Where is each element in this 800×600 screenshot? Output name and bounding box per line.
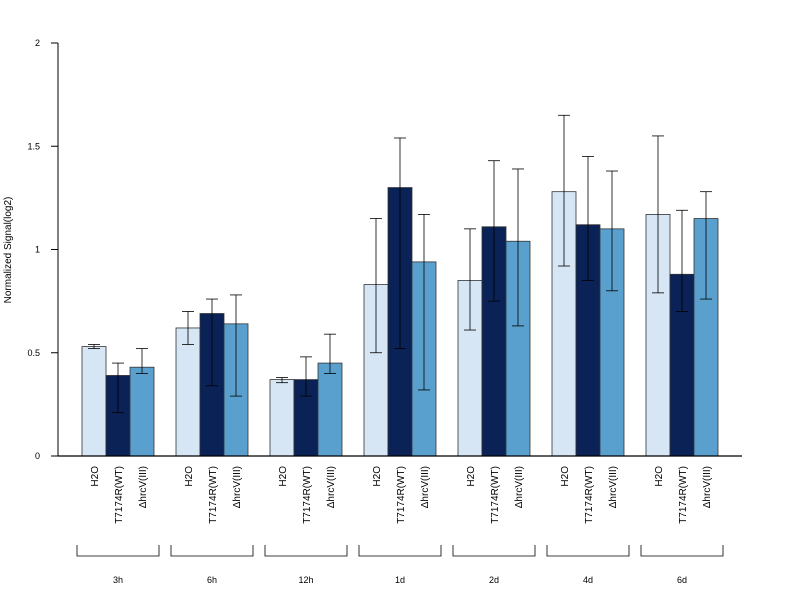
series-tick-label: H2O <box>90 466 101 487</box>
bar <box>175 327 201 457</box>
series-tick-label: T7174R(WT) <box>302 466 313 524</box>
series-tick-label: T7174R(WT) <box>396 466 407 524</box>
group-bracket <box>640 545 724 557</box>
group-label: 12h <box>298 575 313 585</box>
group-bracket <box>264 545 348 557</box>
y-tick-label: 1.5 <box>27 141 40 151</box>
y-axis-label: Normalized Signal(log2) <box>3 197 14 304</box>
group-labels: 3h 6h 12h 1d 2d 4d 6d <box>76 545 724 585</box>
group-label: 6h <box>207 575 217 585</box>
bar <box>129 366 155 457</box>
series-tick-label: H2O <box>278 466 289 487</box>
group-label: 1d <box>395 575 405 585</box>
group-label: 3h <box>113 575 123 585</box>
series-tick-label: ΔhrcV(III) <box>702 466 713 508</box>
series-tick-label: ΔhrcV(III) <box>232 466 243 508</box>
series-tick-label: H2O <box>560 466 571 487</box>
series-tick-label: T7174R(WT) <box>678 466 689 524</box>
series-tick-label: ΔhrcV(III) <box>138 466 149 508</box>
bar <box>317 362 343 457</box>
series-tick-label: H2O <box>372 466 383 487</box>
group-bracket <box>546 545 630 557</box>
bar <box>269 379 295 457</box>
y-tick-label: 1 <box>35 245 40 255</box>
series-tick-label: ΔhrcV(III) <box>326 466 337 508</box>
series-tick-label: T7174R(WT) <box>490 466 501 524</box>
error-bars <box>88 114 712 414</box>
group-label: 6d <box>677 575 687 585</box>
bar <box>81 346 107 457</box>
category-labels: H2O T7174R(WT) ΔhrcV(III) H2O T7174R(WT) Δhrc… <box>90 466 713 524</box>
series-tick-label: H2O <box>466 466 477 487</box>
series-tick-label: H2O <box>184 466 195 487</box>
series-tick-label: T7174R(WT) <box>114 466 125 524</box>
group-bracket <box>76 545 160 557</box>
series-tick-label: T7174R(WT) <box>208 466 219 524</box>
group-label: 4d <box>583 575 593 585</box>
group-bracket <box>170 545 254 557</box>
group-bracket <box>452 545 536 557</box>
group-label: 2d <box>489 575 499 585</box>
series-tick-label: ΔhrcV(III) <box>608 466 619 508</box>
y-tick-label: 2 <box>35 38 40 48</box>
series-tick-label: ΔhrcV(III) <box>420 466 431 508</box>
y-tick-label: 0 <box>35 451 40 461</box>
y-tick-label: 0.5 <box>27 348 40 358</box>
group-bracket <box>358 545 442 557</box>
series-tick-label: T7174R(WT) <box>584 466 595 524</box>
series-tick-label: H2O <box>654 466 665 487</box>
series-tick-label: ΔhrcV(III) <box>514 466 525 508</box>
y-axis: 0 0.5 1 1.5 2 <box>27 38 59 461</box>
